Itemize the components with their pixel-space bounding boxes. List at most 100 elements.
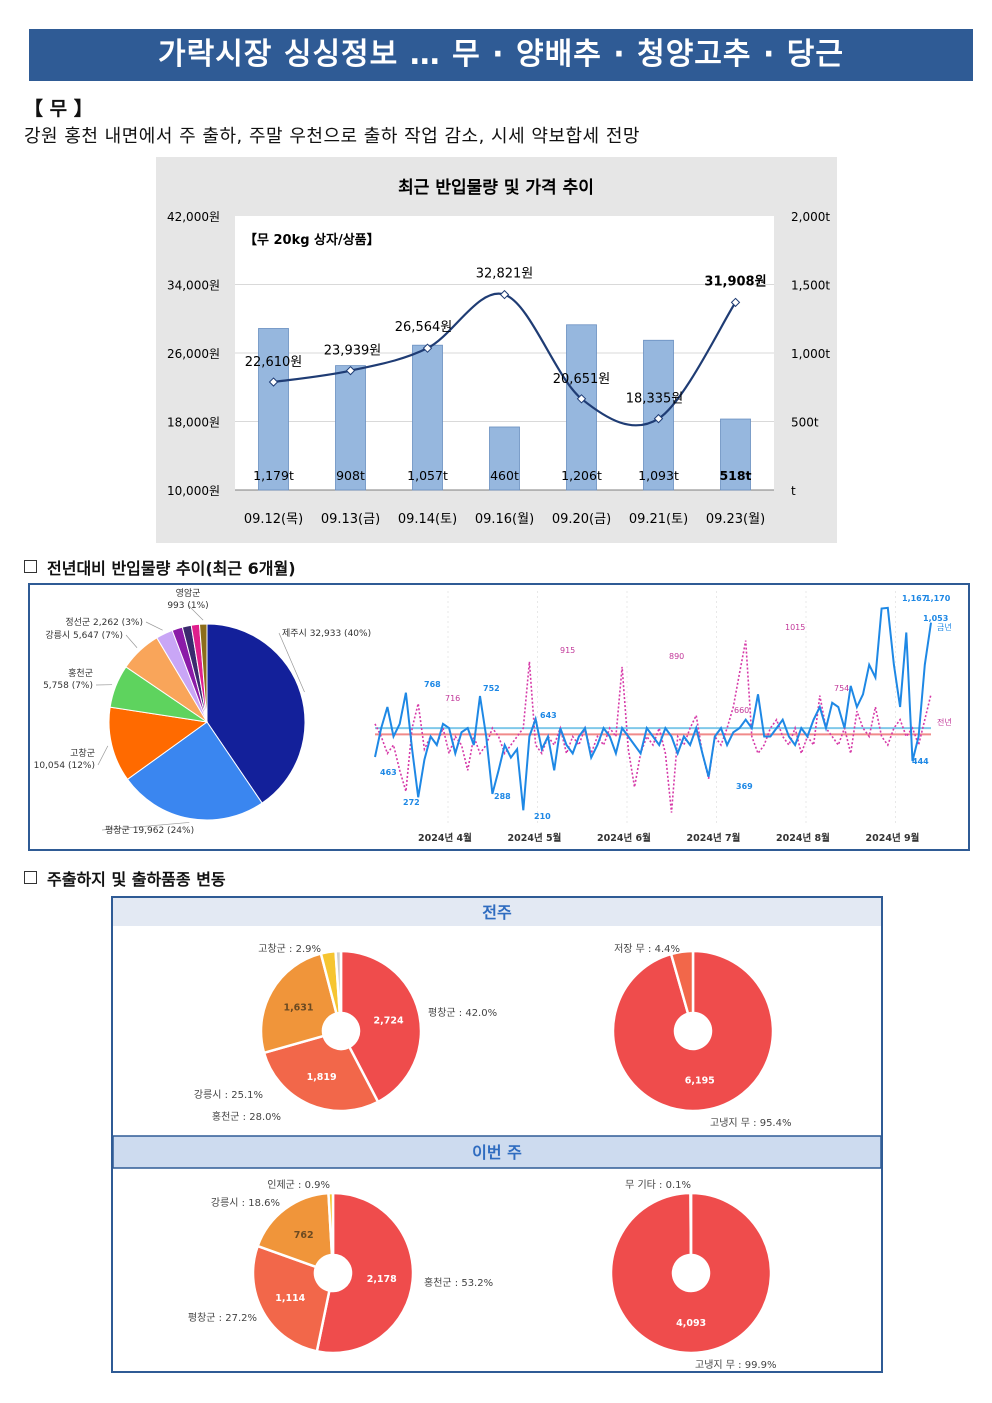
left-axis-tick: 34,000원	[167, 279, 220, 293]
price-point	[268, 377, 279, 387]
region-slice-label: 정선군 2,262 (3%)	[65, 617, 143, 628]
price-point	[730, 297, 741, 308]
volume-bar	[335, 365, 366, 491]
month-tick: 2024년 5월	[508, 832, 562, 844]
right-axis-tick: 1,500t	[791, 279, 830, 293]
volume-label: 1,206t	[561, 468, 602, 483]
this-year-label: 444	[912, 757, 929, 766]
region-slice	[206, 623, 306, 804]
left-axis-tick: 42,000원	[167, 210, 220, 224]
price-label: 26,564원	[395, 320, 452, 335]
leader-line	[97, 745, 109, 766]
right-axis-tick: 1,000t	[791, 347, 830, 361]
region-slice-label: 제주시 32,933 (40%)	[282, 628, 371, 639]
volume-price-chart: 최근 반입물량 및 가격 추이 【무 20kg 상자/상품】 42,000원 34,0…	[156, 157, 837, 543]
donut-slice-label: 인제군 : 0.9%	[267, 1179, 330, 1191]
right-axis-tick: 2,000t	[791, 210, 830, 224]
donut-value-label: 1,114	[275, 1293, 305, 1304]
donut-slice	[256, 1191, 334, 1269]
volume-label: 518t	[719, 468, 751, 483]
region-slice-label: 평창군 19,962 (24%)	[105, 825, 194, 836]
donut-slice-label: 무 기타 : 0.1%	[625, 1179, 691, 1191]
donut-slice	[251, 1244, 331, 1353]
this-year-label: 1,167	[902, 594, 927, 603]
month-tick: 2024년 8월	[776, 832, 830, 844]
donut-slice	[315, 1191, 415, 1355]
last-year-label: 915	[560, 646, 575, 655]
this-year-label: 643	[540, 711, 557, 720]
legend-last-year: 전년	[937, 717, 952, 727]
donut-value-label: 2,724	[374, 1015, 404, 1026]
donut-slice-label: 홍천군 : 28.0%	[212, 1110, 281, 1123]
this-week-header	[113, 1135, 881, 1169]
donut-slice	[327, 1191, 335, 1257]
donut-slice	[334, 949, 343, 1015]
leader-line	[145, 621, 163, 631]
donut-slice-label: 강릉시 : 25.1%	[194, 1089, 263, 1101]
region-slice-label: 홍천군	[68, 667, 93, 679]
left-axis-tick: 26,000원	[167, 347, 220, 361]
category-label: 09.12(목)	[244, 512, 303, 527]
donut-slice	[259, 952, 339, 1055]
donut-slice-label: 홍천군 : 53.2%	[424, 1276, 493, 1289]
price-label: 31,908원	[704, 274, 766, 289]
price-label: 22,610원	[245, 355, 302, 370]
month-tick: 2024년 6월	[597, 832, 651, 844]
volume-bar	[258, 328, 289, 491]
donut-slice	[339, 949, 423, 1104]
chart-title: 최근 반입물량 및 가격 추이	[398, 178, 594, 198]
page-title: 가락시장 싱싱정보 … 무 · 양배추 · 청양고추 · 당근	[29, 29, 973, 81]
volume-bar	[489, 426, 520, 491]
right-axis-tick: 500t	[791, 416, 819, 430]
month-tick: 2024년 4월	[418, 832, 472, 844]
donut-value-label: 1,819	[307, 1072, 337, 1083]
last-year-label: 890	[669, 652, 684, 661]
volume-bar	[720, 418, 751, 491]
donut-slice	[611, 949, 775, 1113]
category-label: 09.21(토)	[629, 512, 688, 527]
category-label: 09.23(월)	[706, 512, 765, 527]
donut-slice-label: 고냉지 무 : 95.4%	[710, 1117, 791, 1129]
volume-bar	[412, 344, 443, 491]
price-label: 32,821원	[476, 267, 533, 282]
price-point	[345, 365, 356, 376]
volume-label: 908t	[336, 468, 365, 483]
donut-value-label: 762	[294, 1230, 314, 1241]
last-year-label: 1015	[785, 623, 805, 632]
price-point	[653, 413, 664, 424]
this-year-label: 463	[380, 768, 397, 777]
this-year-label: 272	[403, 798, 420, 807]
donut-value-label: 1,631	[283, 1003, 313, 1014]
this-year-label: 1,053	[923, 614, 948, 623]
leader-line	[101, 822, 190, 831]
donut-slice-label: 고창군 : 2.9%	[258, 943, 321, 955]
region-slice-label: 993 (1%)	[167, 601, 208, 611]
leader-line	[278, 632, 305, 693]
last-year-label: 660	[734, 706, 749, 715]
price-point	[499, 289, 510, 300]
donut-value-label: 6,195	[685, 1076, 715, 1087]
shipment-box: 전주 이번 주 2,724 평창군 : 42.0% 1,819 홍천군 : 28.0% 1,…	[111, 896, 883, 1373]
donut-slice	[609, 1191, 773, 1355]
price-point	[576, 394, 587, 404]
donut-slice-label: 강릉시 : 18.6%	[211, 1197, 280, 1209]
market-summary: 강원 홍천 내면에서 주 출하, 주말 우천으로 출하 작업 감소, 시세 약보…	[24, 126, 640, 147]
left-axis-tick: 10,000원	[167, 484, 220, 498]
leader-line	[125, 634, 138, 648]
donut-slice	[669, 949, 695, 1016]
volume-label: 460t	[490, 468, 519, 483]
price-label: 20,651원	[553, 372, 610, 387]
region-slice	[198, 623, 208, 723]
legend-this-year: 금년	[937, 622, 952, 632]
price-line	[273, 292, 737, 427]
region-slice	[126, 721, 263, 821]
this-year-label: 210	[534, 812, 551, 821]
this-year-label: 288	[494, 792, 511, 801]
trend-section-title: 전년대비 반입물량 추이(최근 6개월)	[24, 555, 296, 579]
volume-label: 1,057t	[407, 468, 448, 483]
this-year-label: 369	[736, 782, 753, 791]
chart-annotation: 【무 20kg 상자/상품】	[244, 232, 380, 248]
price-label: 23,939원	[324, 344, 381, 359]
region-slice-label: 강릉시 5,647 (7%)	[45, 630, 123, 641]
